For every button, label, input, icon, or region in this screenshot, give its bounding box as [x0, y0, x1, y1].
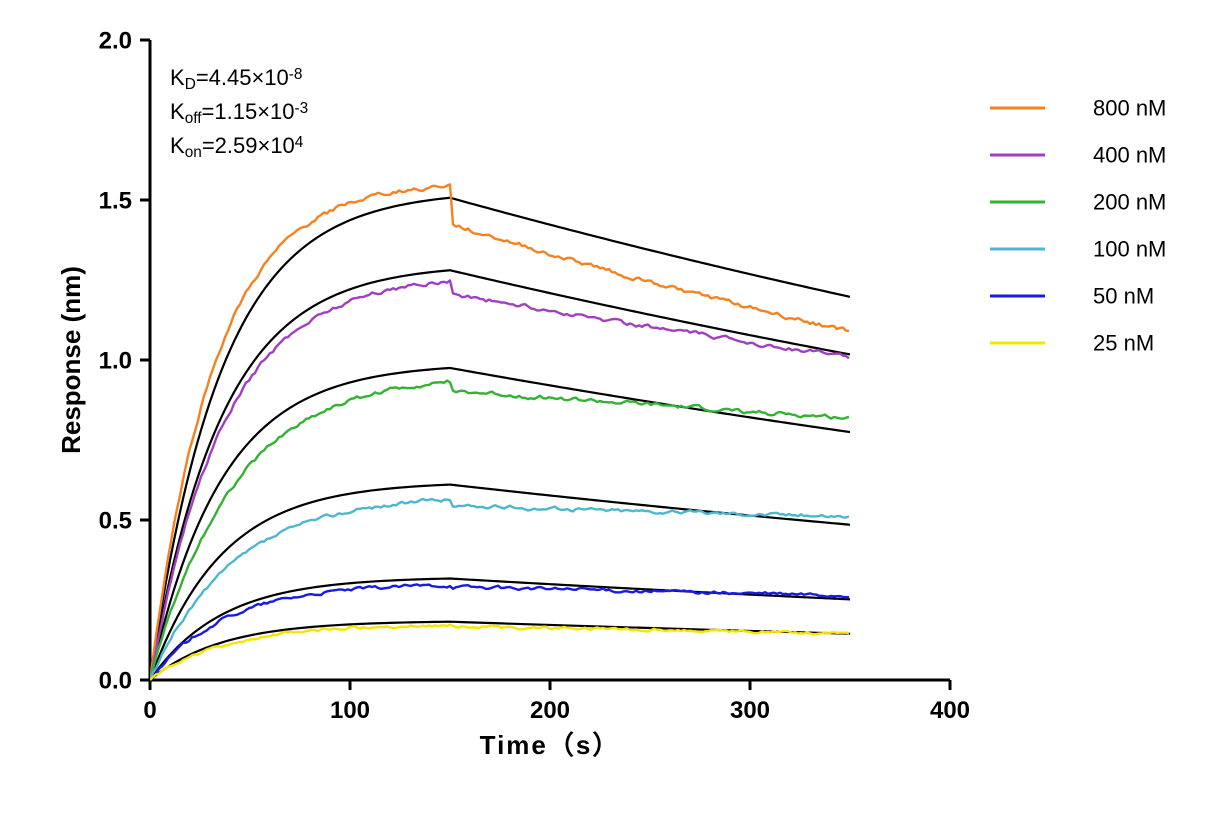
data-curve: [150, 280, 849, 680]
x-tick-label: 200: [530, 697, 570, 724]
fit-curve: [150, 270, 850, 680]
data-curve: [150, 625, 849, 680]
y-tick-label: 1.5: [99, 187, 132, 214]
legend-label: 200 nM: [1093, 190, 1166, 215]
kinetics-annotation: KD=4.45×10-8: [170, 65, 302, 93]
fit-curve: [150, 368, 850, 680]
plot-area: [150, 184, 850, 680]
y-tick-label: 1.0: [99, 347, 132, 374]
y-tick-label: 0.0: [99, 667, 132, 694]
x-tick-label: 0: [143, 697, 156, 724]
x-tick-label: 300: [730, 697, 770, 724]
data-curve: [150, 499, 849, 679]
legend-label: 800 nM: [1093, 96, 1166, 121]
kinetics-annotation: Koff=1.15×10-3: [170, 99, 308, 127]
legend-label: 100 nM: [1093, 237, 1166, 262]
y-tick-label: 0.5: [99, 507, 132, 534]
chart-container: 0 100 200 300 400 0.0 0.5 1.0 1.5 2.0 Time（s） Respo…: [0, 0, 1212, 825]
axes: 0 100 200 300 400 0.0 0.5 1.0 1.5 2.0: [99, 27, 970, 724]
y-tick-label: 2.0: [99, 27, 132, 54]
legend-label: 50 nM: [1093, 284, 1154, 309]
kinetics-chart: 0 100 200 300 400 0.0 0.5 1.0 1.5 2.0 Time（s） Respo…: [0, 0, 1212, 825]
legend-label: 400 nM: [1093, 143, 1166, 168]
x-tick-label: 400: [930, 697, 970, 724]
kinetics-annotation: Kon=2.59×104: [170, 133, 304, 161]
x-axis-label: Time（s）: [480, 730, 621, 760]
fit-curve: [150, 198, 850, 680]
x-tick-label: 100: [330, 697, 370, 724]
legend-label: 25 nM: [1093, 331, 1154, 356]
y-axis-label: Response (nm): [56, 266, 86, 454]
